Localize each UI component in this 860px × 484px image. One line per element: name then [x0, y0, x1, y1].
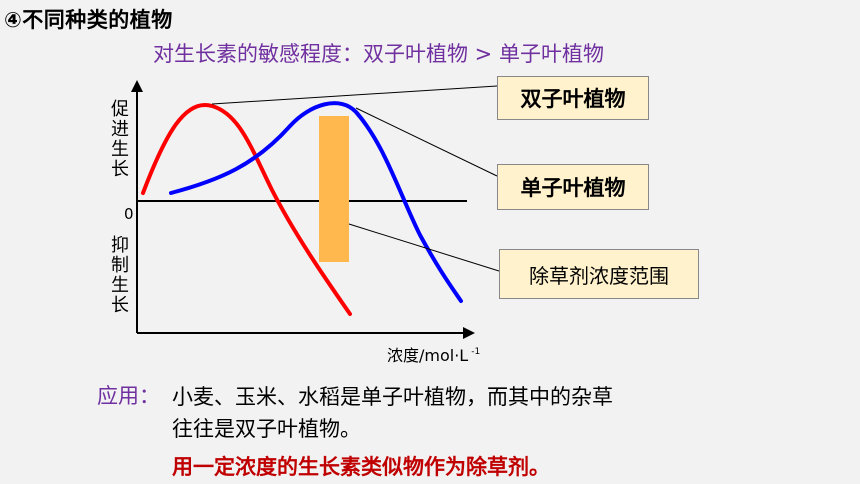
x-axis-exponent: -1 — [471, 347, 481, 357]
y-label-char: 进 — [111, 119, 129, 140]
y-label-char: 长 — [111, 159, 129, 180]
section-heading: ④不同种类的植物 — [4, 8, 173, 32]
y-label-char: 生 — [111, 139, 129, 160]
y-axis-arrowhead — [131, 80, 143, 92]
x-axis-label: 浓度/mol·L -1 — [387, 342, 480, 366]
x-axis-unit: 浓度/mol·L — [387, 346, 469, 365]
monocot-label-box: 单子叶植物 — [497, 164, 649, 210]
application-text-line2: 往往是双子叶植物。 — [172, 417, 361, 441]
y-label-char: 长 — [111, 295, 129, 316]
application-text-line1: 小麦、玉米、水稻是单子叶植物，而其中的杂草 — [172, 385, 613, 409]
dicot-leader-line — [211, 85, 498, 105]
y-label-promote: 促 进 生 长 — [110, 100, 130, 180]
y-label-char: 生 — [111, 275, 129, 296]
herbicide-range-band — [319, 116, 349, 262]
herbicide-leader-line — [348, 223, 500, 272]
monocot-leader-line — [355, 107, 498, 177]
y-label-char: 制 — [111, 255, 129, 276]
x-axis-arrowhead — [463, 327, 475, 339]
dicot-curve — [141, 102, 352, 316]
y-zero-label: 0 — [124, 205, 134, 223]
sensitivity-subtitle: 对生长素的敏感程度：双子叶植物 > 单子叶植物 — [153, 42, 604, 66]
y-label-inhibit: 抑 制 生 长 — [110, 236, 130, 316]
y-label-char: 抑 — [111, 235, 129, 256]
dicot-label-box: 双子叶植物 — [497, 76, 649, 120]
herbicide-range-label-box: 除草剂浓度范围 — [499, 249, 699, 299]
herbicide-conclusion: 用一定浓度的生长素类似物作为除草剂。 — [172, 455, 550, 479]
application-label: 应用： — [97, 384, 160, 408]
monocot-curve — [169, 101, 463, 303]
y-label-char: 促 — [111, 99, 129, 120]
